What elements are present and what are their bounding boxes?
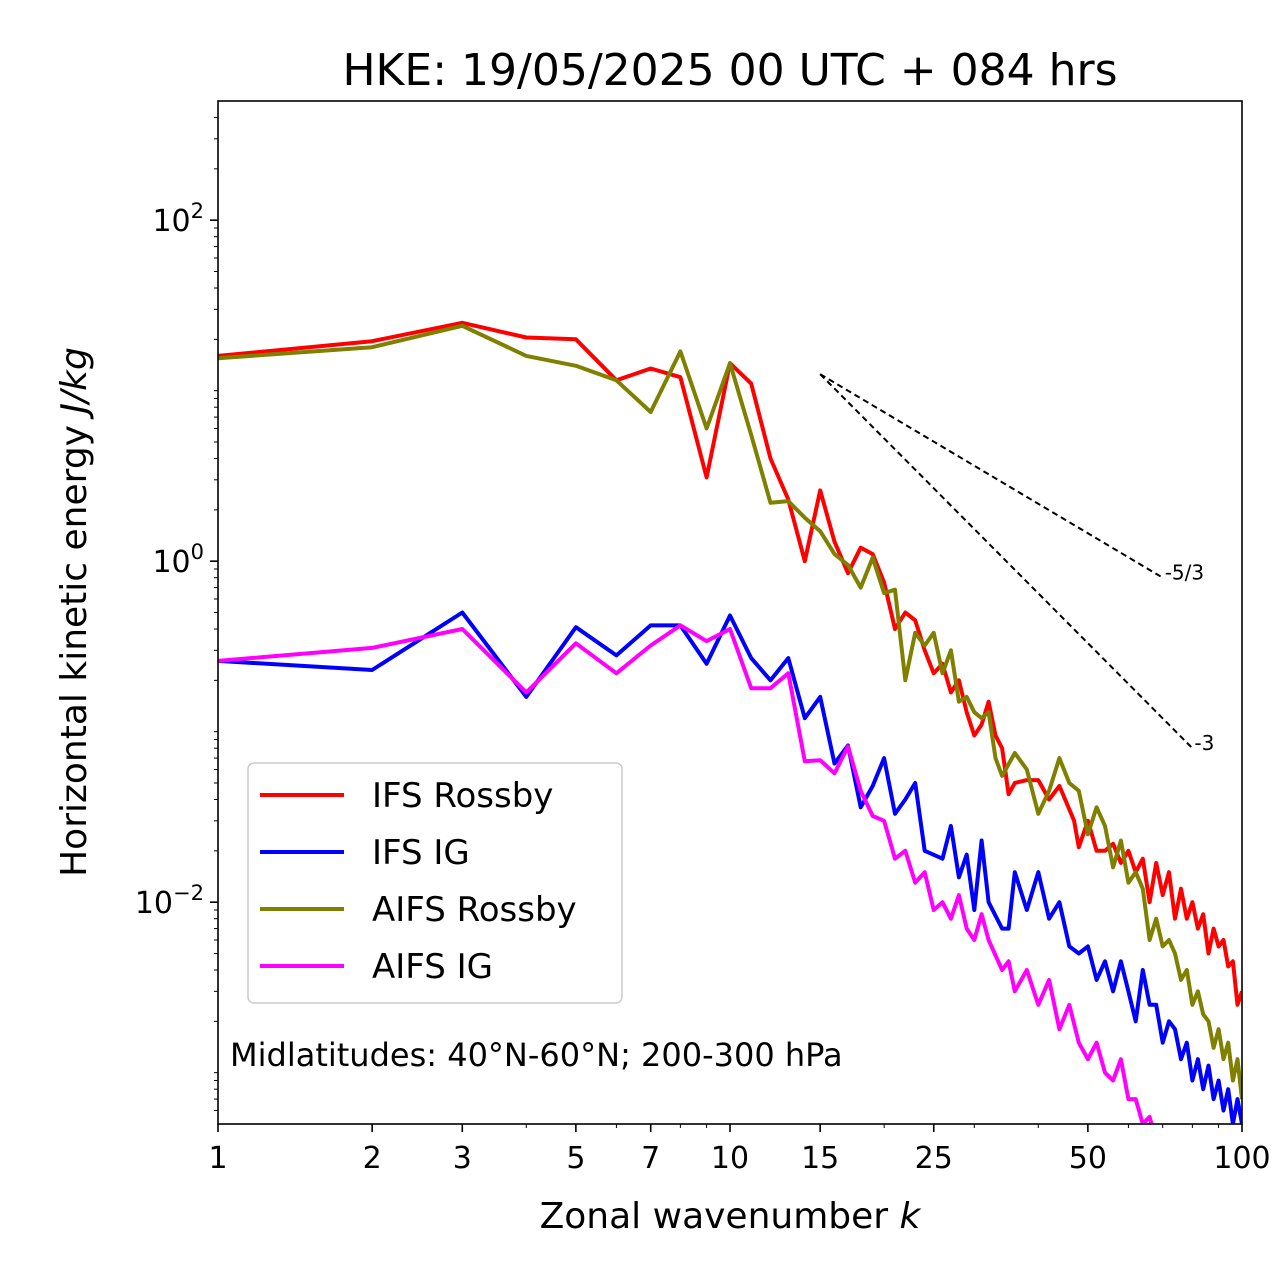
region-annotation: Midlatitudes: 40°N-60°N; 200-300 hPa [230, 1036, 843, 1074]
y-axis-label: Horizontal kinetic energy J/kg [54, 347, 95, 877]
x-tick-label: 7 [641, 1141, 660, 1176]
y-tick-label: 10−2 [135, 881, 204, 921]
x-tick-label: 100 [1213, 1141, 1270, 1176]
slope-line-3 [819, 373, 1194, 749]
x-axis-label-var: k [900, 1196, 923, 1237]
x-tick-label: 15 [801, 1141, 839, 1176]
x-tick-label: 25 [915, 1141, 953, 1176]
y-tick-label-exponent: 2 [191, 199, 204, 223]
y-tick-label-base: 10 [135, 886, 173, 921]
slope-label-5-over-3: -5/3 [1165, 561, 1204, 585]
series-line-ifs-ig [218, 610, 1242, 1124]
y-tick-label-base: 10 [152, 204, 190, 239]
y-axis-label-unit: J/kg [54, 347, 95, 419]
x-tick-label: 1 [208, 1141, 227, 1176]
y-tick-label-base: 10 [152, 545, 190, 580]
x-tick-label: 3 [453, 1141, 472, 1176]
legend-box [247, 762, 623, 1004]
series-line-aifs-ig [218, 623, 1154, 1124]
legend-items: IFS Rossby IFS IG AIFS Rossby AIFS IG [260, 776, 577, 987]
x-axis-ticks: 1 2 3 5 7 10 15 25 50 100 [208, 1124, 1271, 1176]
slope-label-3: -3 [1194, 731, 1214, 755]
x-tick-label: 2 [363, 1141, 382, 1176]
x-tick-label: 50 [1069, 1141, 1107, 1176]
legend: IFS Rossby IFS IG AIFS Rossby AIFS IG [247, 762, 623, 1004]
legend-label-ifs-rossby: IFS Rossby [372, 776, 553, 816]
x-tick-label: 10 [711, 1141, 749, 1176]
x-axis-label-text: Zonal wavenumber [540, 1196, 889, 1237]
y-tick-label-exponent: −2 [173, 881, 204, 905]
legend-label-aifs-rossby: AIFS Rossby [372, 890, 577, 930]
x-axis-label: Zonal wavenumber k [540, 1196, 923, 1237]
reference-slope-lines: -5/3 -3 [819, 373, 1214, 755]
series-line-aifs-rossby [218, 323, 1242, 1100]
legend-label-aifs-ig: AIFS IG [372, 947, 493, 987]
legend-label-ifs-ig: IFS IG [372, 833, 470, 873]
slope-line-5-over-3 [819, 373, 1164, 579]
chart-title: HKE: 19/05/2025 00 UTC + 084 hrs [342, 45, 1117, 96]
x-tick-label: 5 [566, 1141, 585, 1176]
series-line-ifs-rossby [218, 320, 1242, 1007]
series-layer [218, 320, 1242, 1124]
y-tick-label-exponent: 0 [191, 540, 204, 564]
y-tick-label: 102 [152, 199, 204, 239]
y-axis-label-text: Horizontal kinetic energy [54, 425, 95, 877]
y-tick-label: 100 [152, 540, 204, 580]
